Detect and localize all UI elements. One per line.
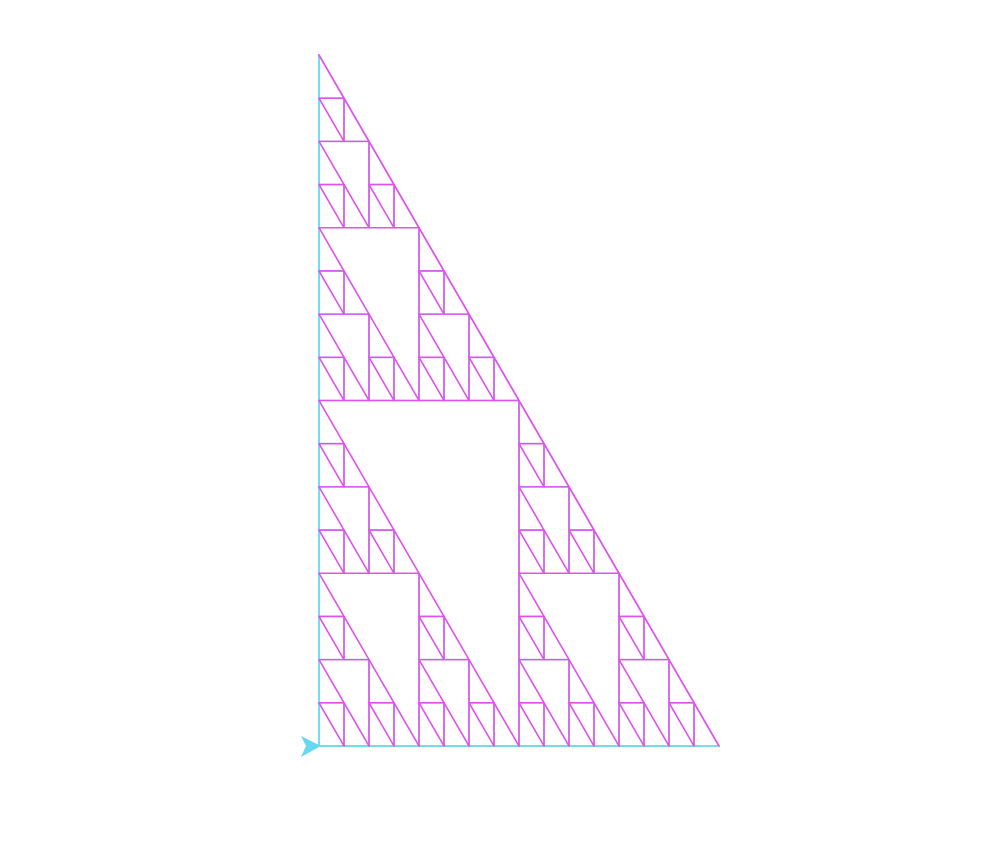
edge-diagonal [468, 356, 495, 402]
edge-diagonal [593, 702, 620, 747]
edge-diagonal [618, 658, 645, 704]
edge-diagonal [493, 702, 520, 747]
edge-diagonal [518, 658, 545, 704]
edge-diagonal [418, 313, 445, 359]
edge-diagonal [318, 399, 345, 445]
edge-diagonal [318, 442, 345, 488]
edge-diagonal [418, 615, 445, 661]
edge-diagonal [343, 270, 370, 315]
edge-diagonal [318, 313, 345, 359]
edge-diagonal [318, 529, 345, 575]
edge-diagonal [518, 529, 545, 575]
edge-diagonal [343, 442, 370, 488]
edge-diagonal [368, 702, 395, 747]
edge-diagonal [668, 702, 695, 747]
edge-diagonal [618, 615, 645, 661]
edge-diagonal [343, 356, 370, 402]
edge-diagonal [318, 486, 345, 531]
edge-diagonal [368, 183, 395, 229]
edge-diagonal [318, 140, 345, 186]
edge-diagonal [568, 529, 595, 575]
edge-diagonal [368, 313, 395, 359]
turtle-arrow-icon [301, 736, 321, 757]
edge-diagonal [543, 702, 570, 747]
edge-diagonal [318, 658, 345, 704]
edge-diagonal [318, 572, 345, 618]
edge-diagonal [568, 658, 595, 704]
edge-diagonal [368, 529, 395, 575]
edge-diagonal [568, 702, 595, 747]
edge-diagonal [443, 356, 470, 402]
edge-diagonal [368, 486, 395, 531]
edge-diagonal [318, 702, 345, 747]
edge-diagonal [318, 183, 345, 229]
edge-diagonal [418, 356, 445, 402]
edge-diagonal [318, 97, 345, 143]
edge-diagonal [393, 529, 420, 575]
edge-diagonal [393, 702, 420, 747]
edge-diagonal [318, 356, 345, 402]
edge-diagonal [468, 702, 495, 747]
edge-diagonal [343, 615, 370, 661]
edge-diagonal [443, 702, 470, 747]
edge-diagonal [518, 486, 545, 531]
edge-diagonal [318, 226, 345, 272]
edge-diagonal [343, 702, 370, 747]
edge-diagonal [318, 615, 345, 661]
edge-diagonal [468, 658, 495, 704]
edge-diagonal [368, 356, 395, 402]
edge-diagonal [443, 615, 470, 661]
edge-diagonal [343, 183, 370, 229]
edge-diagonal [418, 702, 445, 747]
edge-diagonal [518, 572, 545, 618]
edge-diagonal [393, 356, 420, 402]
edge-diagonal [618, 702, 645, 747]
edge-diagonal [343, 529, 370, 575]
edge-diagonal [543, 529, 570, 575]
edge-diagonal [518, 702, 545, 747]
edge-diagonal [643, 702, 670, 747]
edge-diagonal [518, 442, 545, 488]
edge-diagonal [318, 270, 345, 315]
edge-diagonal [543, 615, 570, 661]
edge-diagonal [418, 572, 445, 618]
edge-diagonal [518, 615, 545, 661]
magenta-edges-group [318, 54, 720, 747]
edge-diagonal [418, 270, 445, 315]
edge-diagonal [368, 658, 395, 704]
edge-diagonal [418, 658, 445, 704]
